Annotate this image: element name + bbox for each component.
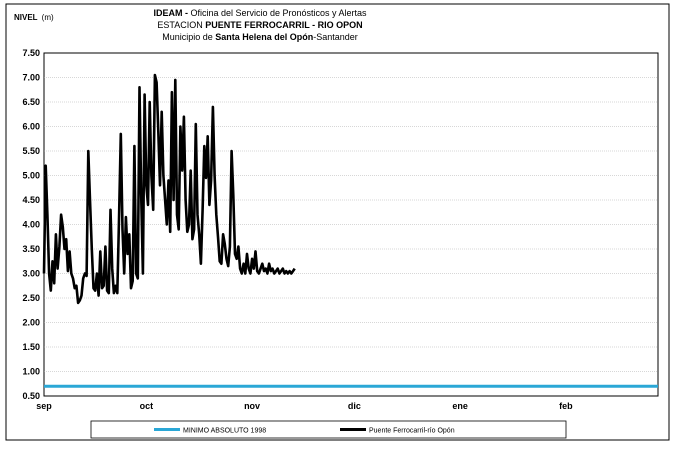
series-lines xyxy=(42,73,658,388)
legend: MINIMO ABSOLUTO 1998 Puente Ferrocarril-… xyxy=(90,420,567,439)
x-tick-label-dic: dic xyxy=(348,401,361,411)
series-puente-ferrocarril xyxy=(42,73,296,305)
legend-box xyxy=(90,420,567,439)
x-tick-label-ene: ene xyxy=(452,401,468,411)
x-tick-label-sep: sep xyxy=(36,401,52,411)
title-line-3: Municipio de Santa Helena del Opón-Santa… xyxy=(162,32,358,42)
chart-title: IDEAM - Oficina del Servicio de Pronósti… xyxy=(153,8,367,42)
y-axis-label-main: NIVEL xyxy=(14,13,38,22)
y-axis-label-unit: (m) xyxy=(42,13,54,22)
legend-label-minimo: MINIMO ABSOLUTO 1998 xyxy=(183,428,266,435)
y-tick-label: 4.00 xyxy=(22,220,40,230)
x-tick-label-oct: oct xyxy=(140,401,154,411)
title-line-1: IDEAM - Oficina del Servicio de Pronósti… xyxy=(153,8,367,18)
y-tick-label: 1.00 xyxy=(22,367,40,377)
y-tick-label: 7.50 xyxy=(22,48,40,58)
legend-label-opon: Puente Ferrocarril-río Opón xyxy=(369,428,455,435)
y-tick-label: 4.50 xyxy=(22,195,40,205)
y-tick-label: 0.50 xyxy=(22,391,40,401)
y-tick-label: 2.50 xyxy=(22,293,40,303)
y-axis-ticks: 0.50 1.00 1.50 2.00 2.50 3.00 3.50 4.00 4.50 5.00… xyxy=(22,48,40,401)
y-tick-label: 7.00 xyxy=(22,73,40,83)
y-tick-label: 6.00 xyxy=(22,122,40,132)
x-tick-label-feb: feb xyxy=(559,401,573,411)
y-tick-label: 3.50 xyxy=(22,244,40,254)
y-axis-label: NIVEL (m) xyxy=(14,13,54,22)
y-tick-label: 2.00 xyxy=(22,318,40,328)
x-axis-ticks: sep oct nov dic ene feb xyxy=(36,401,573,411)
y-tick-label: 5.00 xyxy=(22,171,40,181)
y-tick-label: 1.50 xyxy=(22,342,40,352)
y-tick-label: 5.50 xyxy=(22,146,40,156)
title-line-2: ESTACION PUENTE FERROCARRIL - RIO OPON xyxy=(157,20,362,30)
y-tick-label: 3.00 xyxy=(22,269,40,279)
y-tick-label: 6.50 xyxy=(22,97,40,107)
x-tick-label-nov: nov xyxy=(244,401,260,411)
